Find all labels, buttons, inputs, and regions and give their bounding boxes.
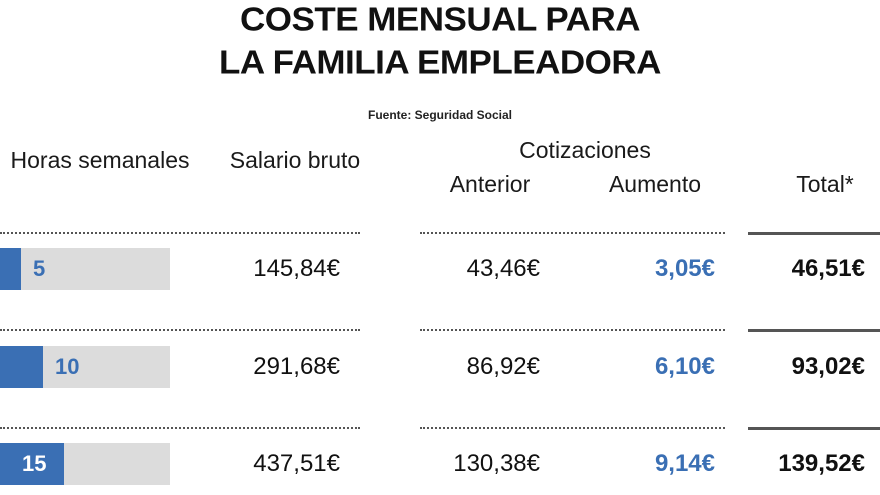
hours-bar-track: 10 <box>0 346 170 388</box>
row-separator-left <box>0 427 360 429</box>
cell-cotizacion-anterior: 86,92€ <box>466 353 540 380</box>
cell-cotizacion-aumento: 6,10€ <box>654 353 715 380</box>
hours-label: 5 <box>33 256 46 281</box>
chart-title-line-2: LA FAMILIA EMPLEADORA <box>219 43 661 82</box>
header-horas-semanales: Horas semanales <box>10 147 190 173</box>
header-salario-bruto: Salario bruto <box>229 147 361 173</box>
cell-cotizacion-aumento: 9,14€ <box>654 450 715 477</box>
cell-total: 46,51€ <box>791 255 865 282</box>
hours-bar-track: 15 <box>0 443 170 485</box>
cell-salario-bruto: 145,84€ <box>253 255 340 282</box>
row-separator-total <box>748 329 880 332</box>
row-separator-left <box>0 232 360 234</box>
row-separator-middle <box>420 329 725 331</box>
cell-cotizacion-anterior: 130,38€ <box>453 450 540 477</box>
hours-bar-fill <box>0 248 21 290</box>
cell-total: 93,02€ <box>791 353 865 380</box>
hours-label: 15 <box>22 451 47 476</box>
source-note: Fuente: Seguridad Social <box>367 108 513 122</box>
row-separator-middle <box>420 427 725 429</box>
cell-total: 139,52€ <box>778 450 865 477</box>
cell-cotizacion-aumento: 3,05€ <box>654 255 715 282</box>
row-separator-total <box>748 232 880 235</box>
chart-title-line-1: COSTE MENSUAL PARA <box>239 0 641 39</box>
hours-bar-fill <box>0 443 64 485</box>
header-total: Total* <box>796 171 854 197</box>
hours-bar-track: 5 <box>0 248 170 290</box>
row-separator-total <box>748 427 880 430</box>
header-anterior: Anterior <box>449 171 531 197</box>
header-cotizaciones: Cotizaciones <box>519 137 651 163</box>
cell-salario-bruto: 437,51€ <box>253 450 340 477</box>
hours-label: 10 <box>55 354 80 379</box>
cell-salario-bruto: 291,68€ <box>253 353 340 380</box>
hours-bar-fill <box>0 346 43 388</box>
row-separator-middle <box>420 232 725 234</box>
cell-cotizacion-anterior: 43,46€ <box>466 255 540 282</box>
row-separator-left <box>0 329 360 331</box>
header-aumento: Aumento <box>608 171 702 197</box>
